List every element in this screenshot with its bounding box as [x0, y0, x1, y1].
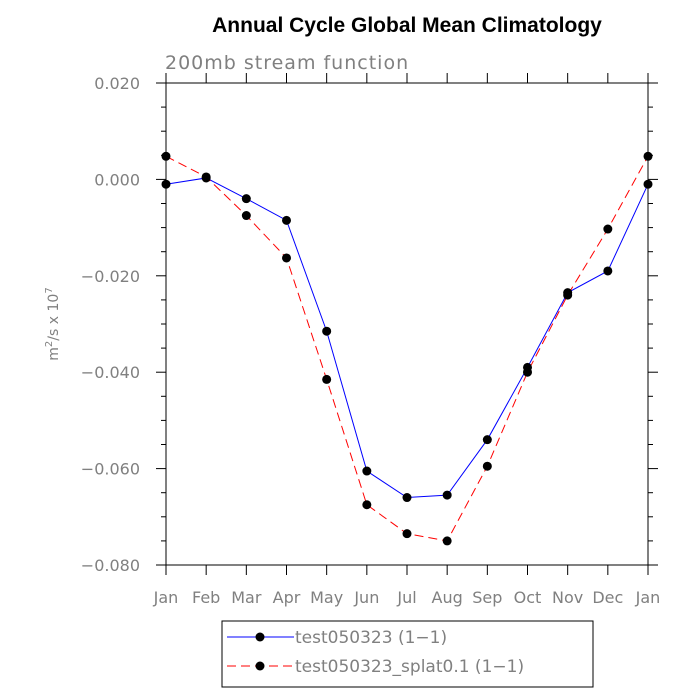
- x-tick-label: May: [310, 588, 343, 607]
- series-2-point: [322, 374, 332, 384]
- chart-subtitle: 200mb stream function: [165, 52, 409, 74]
- y-tick-label: −0.080: [81, 556, 140, 575]
- series-2-point: [161, 151, 171, 161]
- x-tick-labels: Jan Feb Mar Apr May Jun Jul Aug Sep Oct Nov Dec Jan: [153, 588, 661, 607]
- series-line-2: [165, 155, 649, 542]
- x-tick-label: Sep: [472, 588, 502, 607]
- plot-frame: [165, 82, 649, 566]
- series-2-point: [482, 461, 492, 471]
- x-tick-label: Aug: [432, 588, 463, 607]
- series-1-point: [241, 194, 251, 204]
- y-tick-label: 0.020: [94, 74, 140, 93]
- x-tick-label: Jan: [635, 588, 661, 607]
- legend-entry-series-1: test050323 (1−1): [227, 628, 447, 648]
- series-2-point: [282, 253, 291, 263]
- series-2-point: [643, 151, 653, 161]
- x-tick-label: Dec: [592, 588, 623, 607]
- x-tick-label: Jun: [353, 588, 379, 607]
- x-tick-label: Jul: [396, 588, 416, 607]
- series-1-point: [282, 215, 291, 225]
- y-axis-label: m2/s x 107: [44, 287, 62, 360]
- y-tick-label: −0.020: [81, 267, 140, 286]
- series-1-point: [402, 493, 412, 503]
- series-1-point: [322, 326, 332, 336]
- series-1-point: [482, 435, 492, 445]
- series-2-point: [442, 536, 452, 546]
- series-2-point: [603, 224, 613, 234]
- chart-title: Annual Cycle Global Mean Climatology: [212, 14, 602, 37]
- series-1-point: [362, 466, 372, 476]
- legend-marker-series-2: [255, 661, 265, 671]
- series-2-point: [241, 211, 251, 221]
- legend-marker-series-1: [255, 632, 265, 642]
- series-1-point: [643, 179, 653, 189]
- series-2-point: [523, 367, 532, 377]
- legend-box: [221, 620, 594, 688]
- legend-entry-series-2: test050323_splat0.1 (1−1): [227, 657, 524, 677]
- series-2-point: [362, 500, 372, 510]
- series-1-point: [161, 179, 171, 189]
- series-line-1: [165, 177, 649, 499]
- series-1-point: [442, 490, 452, 500]
- series-2-point: [563, 290, 573, 300]
- y-tick-label: −0.060: [81, 460, 140, 479]
- x-tick-label: Apr: [273, 588, 301, 607]
- x-tick-label: Nov: [552, 588, 583, 607]
- y-tick-label: 0.000: [94, 170, 140, 189]
- y-tick-labels: 0.020 0.000 −0.020 −0.040 −0.060 −0.080: [81, 74, 140, 575]
- series-2-point: [201, 172, 211, 182]
- legend-label-series-2: test050323_splat0.1 (1−1): [295, 657, 524, 677]
- x-tick-label: Mar: [231, 588, 262, 607]
- y-tick-label: −0.040: [81, 363, 140, 382]
- series-2-point: [402, 529, 412, 539]
- series-layer: [161, 151, 653, 546]
- series-1-point: [603, 266, 613, 276]
- x-tick-label: Oct: [514, 588, 542, 607]
- x-tick-label: Jan: [153, 588, 179, 607]
- legend-label-series-1: test050323 (1−1): [295, 628, 447, 648]
- x-tick-label: Feb: [192, 588, 220, 607]
